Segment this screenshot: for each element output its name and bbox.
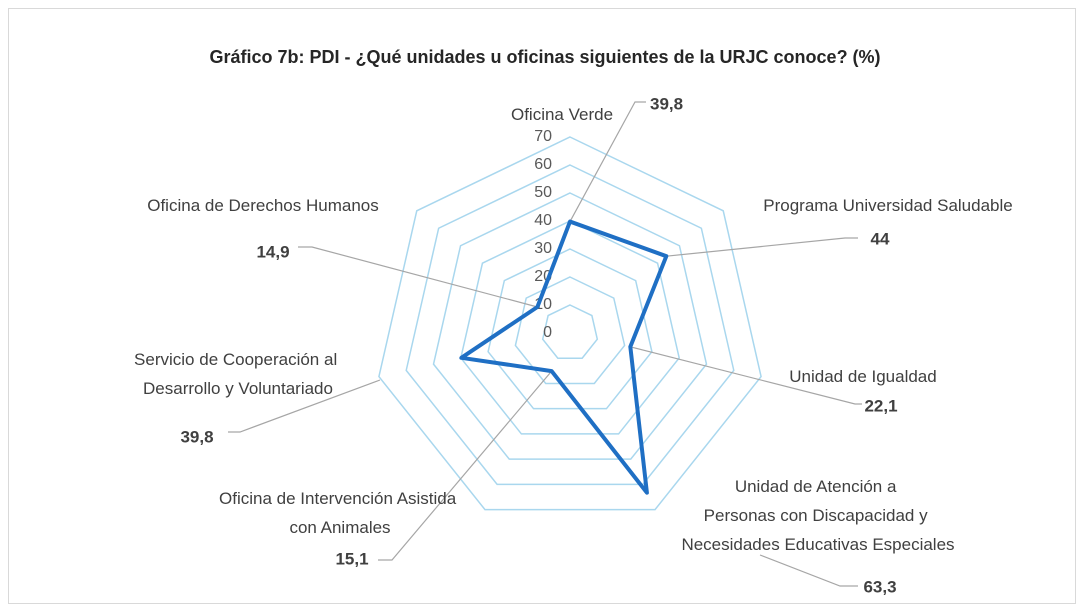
chart-title: Gráfico 7b: PDI - ¿Qué unidades u oficin… (209, 47, 880, 67)
value-label: 39,8 (650, 94, 683, 113)
grid-ring (514, 276, 626, 385)
value-label: 44 (871, 229, 890, 248)
y-tick-label: 50 (534, 184, 552, 201)
leader-line (759, 554, 858, 587)
category-label: Servicio de Cooperación al Desarrollo y … (134, 350, 342, 398)
y-tick-label: 0 (543, 324, 552, 341)
grid-ring (378, 136, 762, 511)
y-tick-label: 30 (534, 240, 552, 257)
leader-line (298, 246, 538, 308)
leader-line (228, 379, 381, 433)
chart-border (8, 8, 1076, 604)
category-label: Oficina Verde (511, 105, 613, 124)
grid-ring (487, 248, 653, 410)
category-label: Oficina de Intervención Asistida con Ani… (219, 489, 461, 537)
category-label: Programa Universidad Saludable (763, 196, 1012, 215)
leader-line (630, 346, 862, 405)
data-line (459, 219, 669, 495)
leader-line (666, 237, 858, 257)
value-label: 63,3 (863, 577, 896, 596)
y-tick-label: 70 (534, 128, 552, 145)
value-label: 22,1 (864, 396, 897, 415)
value-label: 39,8 (180, 427, 213, 446)
leader-line (378, 370, 553, 561)
category-label: Oficina de Derechos Humanos (147, 196, 379, 215)
leader-line (569, 101, 646, 222)
y-tick-label: 40 (534, 212, 552, 229)
grid-ring (432, 192, 708, 460)
grid-ring (541, 304, 599, 359)
category-label: Unidad de Atención a Personas con Discap… (681, 477, 954, 554)
value-label: 15,1 (335, 549, 368, 568)
y-tick-label: 60 (534, 156, 552, 173)
category-label: Unidad de Igualdad (789, 367, 936, 386)
value-label: 14,9 (256, 242, 289, 261)
grid-ring (459, 220, 681, 435)
